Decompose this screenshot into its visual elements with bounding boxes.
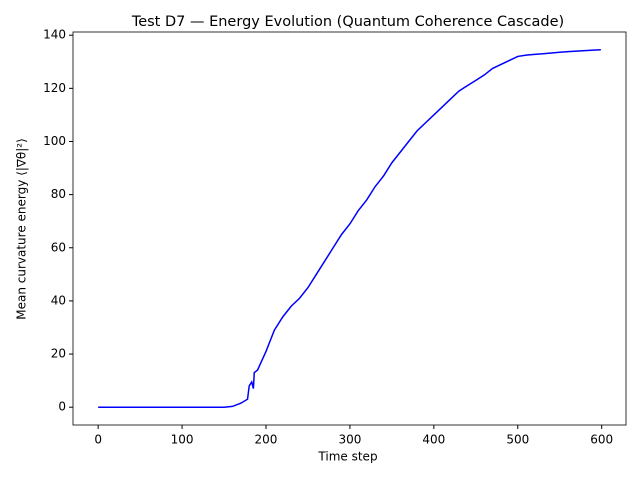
x-tick-label: 500	[506, 433, 529, 447]
y-tick-label: 40	[51, 293, 66, 307]
x-tick-label: 100	[171, 433, 194, 447]
y-tick-label: 140	[43, 28, 66, 42]
x-axis-label: Time step	[317, 450, 377, 464]
x-tick-label: 200	[255, 433, 278, 447]
y-axis-label: Mean curvature energy ⟨|∇θ|²⟩	[15, 138, 29, 320]
y-tick-label: 20	[51, 347, 66, 361]
y-tick-label: 80	[51, 187, 66, 201]
axes-frame	[72, 31, 627, 426]
y-tick-label: 120	[43, 81, 66, 95]
line-series	[98, 49, 601, 408]
y-tick-label: 100	[43, 134, 66, 148]
x-tick-label: 300	[338, 433, 361, 447]
x-tick-label: 600	[590, 433, 613, 447]
chart-title: Test D7 — Energy Evolution (Quantum Cohe…	[131, 14, 564, 30]
x-tick-label: 0	[94, 433, 102, 447]
y-tick-label: 60	[51, 240, 66, 254]
x-tick-label: 400	[422, 433, 445, 447]
y-tick-label: 0	[58, 400, 66, 414]
